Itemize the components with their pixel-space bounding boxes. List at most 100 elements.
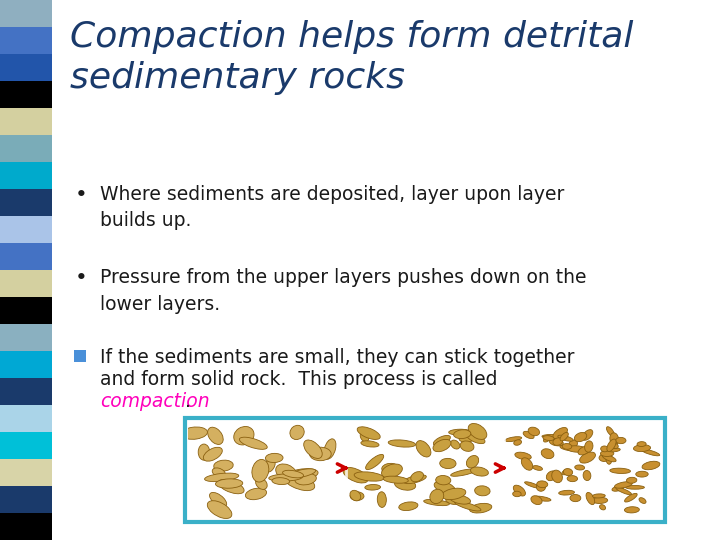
Ellipse shape — [350, 492, 364, 501]
Ellipse shape — [513, 491, 521, 497]
Ellipse shape — [610, 468, 631, 474]
Ellipse shape — [570, 495, 581, 502]
Ellipse shape — [606, 427, 614, 436]
Ellipse shape — [608, 448, 620, 452]
Ellipse shape — [474, 486, 490, 496]
Ellipse shape — [433, 435, 451, 445]
Ellipse shape — [383, 476, 408, 483]
Ellipse shape — [567, 446, 586, 452]
Ellipse shape — [468, 423, 487, 440]
Text: Compaction helps form detrital
sedimentary rocks: Compaction helps form detrital sedimenta… — [70, 20, 634, 94]
Ellipse shape — [324, 439, 336, 459]
Text: .: . — [185, 392, 191, 411]
Text: Where sediments are deposited, layer upon layer
builds up.: Where sediments are deposited, layer upo… — [100, 185, 564, 231]
Ellipse shape — [204, 473, 239, 482]
Ellipse shape — [269, 474, 302, 481]
Ellipse shape — [563, 469, 572, 476]
Ellipse shape — [505, 437, 522, 442]
Ellipse shape — [212, 468, 225, 477]
Ellipse shape — [536, 481, 548, 488]
Ellipse shape — [586, 492, 595, 504]
Ellipse shape — [542, 435, 560, 438]
Bar — [0, 189, 52, 216]
Ellipse shape — [440, 458, 456, 469]
Bar — [0, 54, 52, 81]
Ellipse shape — [469, 503, 492, 513]
Ellipse shape — [203, 447, 222, 461]
Ellipse shape — [282, 470, 304, 478]
Ellipse shape — [616, 487, 631, 495]
Ellipse shape — [283, 473, 315, 491]
Ellipse shape — [585, 441, 593, 452]
Ellipse shape — [531, 496, 542, 504]
Bar — [0, 459, 52, 486]
Ellipse shape — [624, 507, 639, 513]
Ellipse shape — [467, 433, 485, 444]
Ellipse shape — [459, 434, 474, 442]
Ellipse shape — [582, 430, 593, 440]
Ellipse shape — [607, 439, 616, 451]
Ellipse shape — [523, 431, 534, 438]
Ellipse shape — [513, 485, 526, 496]
Ellipse shape — [304, 440, 323, 458]
Ellipse shape — [626, 477, 637, 483]
Ellipse shape — [416, 441, 431, 457]
Ellipse shape — [559, 490, 575, 495]
Ellipse shape — [593, 494, 606, 498]
Ellipse shape — [606, 452, 612, 464]
Ellipse shape — [454, 430, 471, 438]
Ellipse shape — [603, 455, 616, 462]
Ellipse shape — [290, 426, 304, 440]
Ellipse shape — [357, 427, 380, 440]
Ellipse shape — [451, 440, 460, 449]
Ellipse shape — [610, 433, 618, 445]
Ellipse shape — [399, 502, 418, 510]
Ellipse shape — [449, 495, 471, 504]
Ellipse shape — [515, 452, 531, 460]
Ellipse shape — [634, 444, 651, 451]
Ellipse shape — [471, 467, 488, 476]
Ellipse shape — [365, 484, 381, 490]
Ellipse shape — [377, 492, 387, 508]
Ellipse shape — [252, 460, 269, 482]
Ellipse shape — [546, 471, 557, 481]
Ellipse shape — [553, 428, 567, 439]
Bar — [0, 297, 52, 324]
Bar — [0, 405, 52, 432]
Ellipse shape — [343, 468, 368, 483]
Ellipse shape — [284, 469, 318, 481]
Bar — [0, 162, 52, 189]
Bar — [74, 350, 86, 362]
Ellipse shape — [198, 444, 210, 460]
Ellipse shape — [382, 464, 402, 478]
Ellipse shape — [521, 458, 533, 470]
Ellipse shape — [234, 427, 254, 445]
Ellipse shape — [558, 435, 573, 441]
Ellipse shape — [525, 482, 540, 488]
Bar — [0, 0, 52, 27]
Ellipse shape — [423, 500, 449, 505]
Text: and form solid rock.  This process is called: and form solid rock. This process is cal… — [100, 370, 498, 389]
Ellipse shape — [642, 461, 660, 470]
Ellipse shape — [361, 441, 379, 447]
Ellipse shape — [560, 445, 576, 451]
Ellipse shape — [404, 475, 426, 484]
Ellipse shape — [207, 501, 232, 518]
Ellipse shape — [600, 446, 608, 452]
Ellipse shape — [436, 476, 451, 485]
Ellipse shape — [614, 482, 632, 488]
Ellipse shape — [207, 427, 223, 444]
Ellipse shape — [215, 479, 243, 488]
Ellipse shape — [534, 496, 551, 501]
Ellipse shape — [460, 441, 474, 451]
Bar — [0, 243, 52, 270]
Ellipse shape — [626, 485, 644, 489]
Ellipse shape — [636, 471, 648, 477]
Ellipse shape — [467, 456, 479, 468]
Ellipse shape — [543, 436, 554, 441]
Ellipse shape — [218, 480, 244, 494]
Ellipse shape — [354, 472, 384, 481]
Ellipse shape — [612, 485, 624, 491]
Ellipse shape — [239, 437, 267, 449]
Ellipse shape — [616, 437, 626, 444]
